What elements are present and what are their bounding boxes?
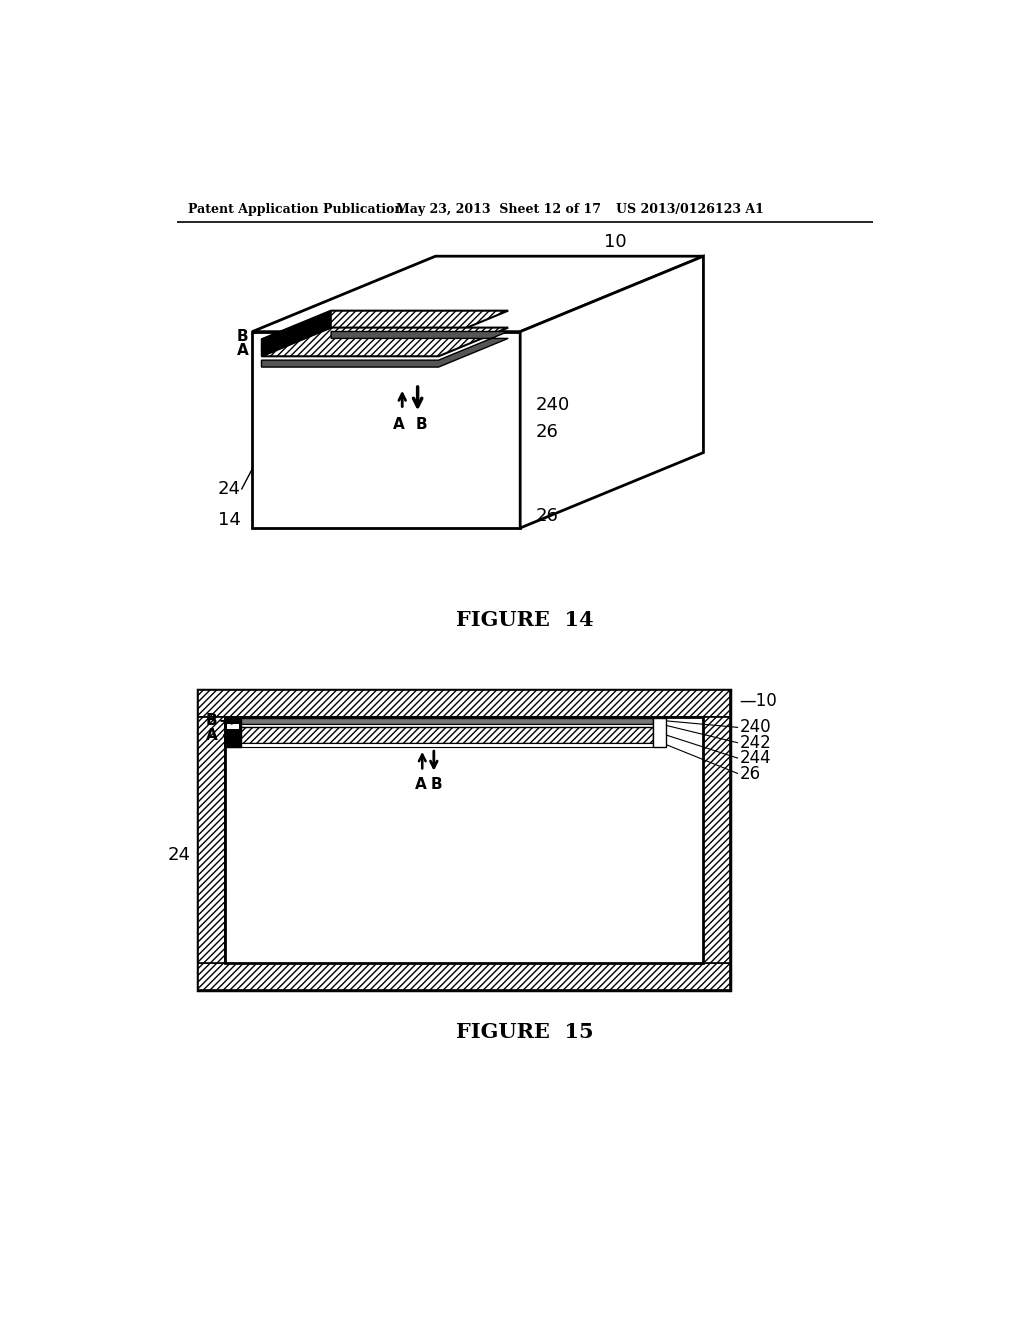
Bar: [226, 725, 240, 729]
Bar: [225, 718, 241, 747]
Bar: [225, 727, 652, 743]
Text: FIGURE  14: FIGURE 14: [456, 610, 594, 631]
Text: May 23, 2013  Sheet 12 of 17: May 23, 2013 Sheet 12 of 17: [396, 203, 601, 216]
Text: 24: 24: [168, 846, 190, 863]
Text: 26: 26: [536, 422, 558, 441]
Bar: [702, 717, 730, 964]
Bar: [225, 723, 652, 727]
Bar: [199, 717, 225, 964]
Polygon shape: [261, 310, 508, 339]
Bar: [199, 964, 730, 990]
Bar: [199, 689, 730, 717]
Text: A: A: [206, 727, 217, 743]
Bar: [652, 718, 667, 747]
Polygon shape: [252, 331, 520, 528]
Text: US 2013/0126123 A1: US 2013/0126123 A1: [615, 203, 764, 216]
Text: A: A: [237, 343, 249, 358]
Text: 24: 24: [218, 480, 241, 499]
Text: B: B: [431, 777, 442, 792]
Bar: [225, 717, 702, 964]
Text: Patent Application Publication: Patent Application Publication: [188, 203, 403, 216]
Text: B: B: [206, 713, 217, 729]
Text: 240: 240: [536, 396, 569, 413]
Text: 10: 10: [604, 234, 627, 251]
Text: B: B: [416, 417, 427, 432]
Polygon shape: [261, 327, 508, 356]
Polygon shape: [261, 310, 331, 356]
Text: 26: 26: [536, 507, 558, 525]
Bar: [199, 689, 730, 990]
Text: 26: 26: [739, 764, 761, 783]
Text: FIGURE  15: FIGURE 15: [456, 1023, 594, 1043]
Text: 14: 14: [218, 511, 241, 529]
Text: A: A: [392, 417, 404, 432]
Polygon shape: [261, 331, 508, 367]
Bar: [225, 718, 652, 723]
Bar: [225, 718, 652, 747]
Polygon shape: [520, 256, 703, 528]
Text: 240: 240: [739, 718, 771, 737]
Text: 244: 244: [739, 750, 771, 767]
Bar: [225, 743, 652, 747]
Text: A: A: [415, 777, 427, 792]
Text: 242: 242: [739, 734, 771, 752]
Text: B: B: [237, 329, 249, 343]
Text: —10: —10: [739, 692, 777, 710]
Polygon shape: [252, 256, 703, 331]
